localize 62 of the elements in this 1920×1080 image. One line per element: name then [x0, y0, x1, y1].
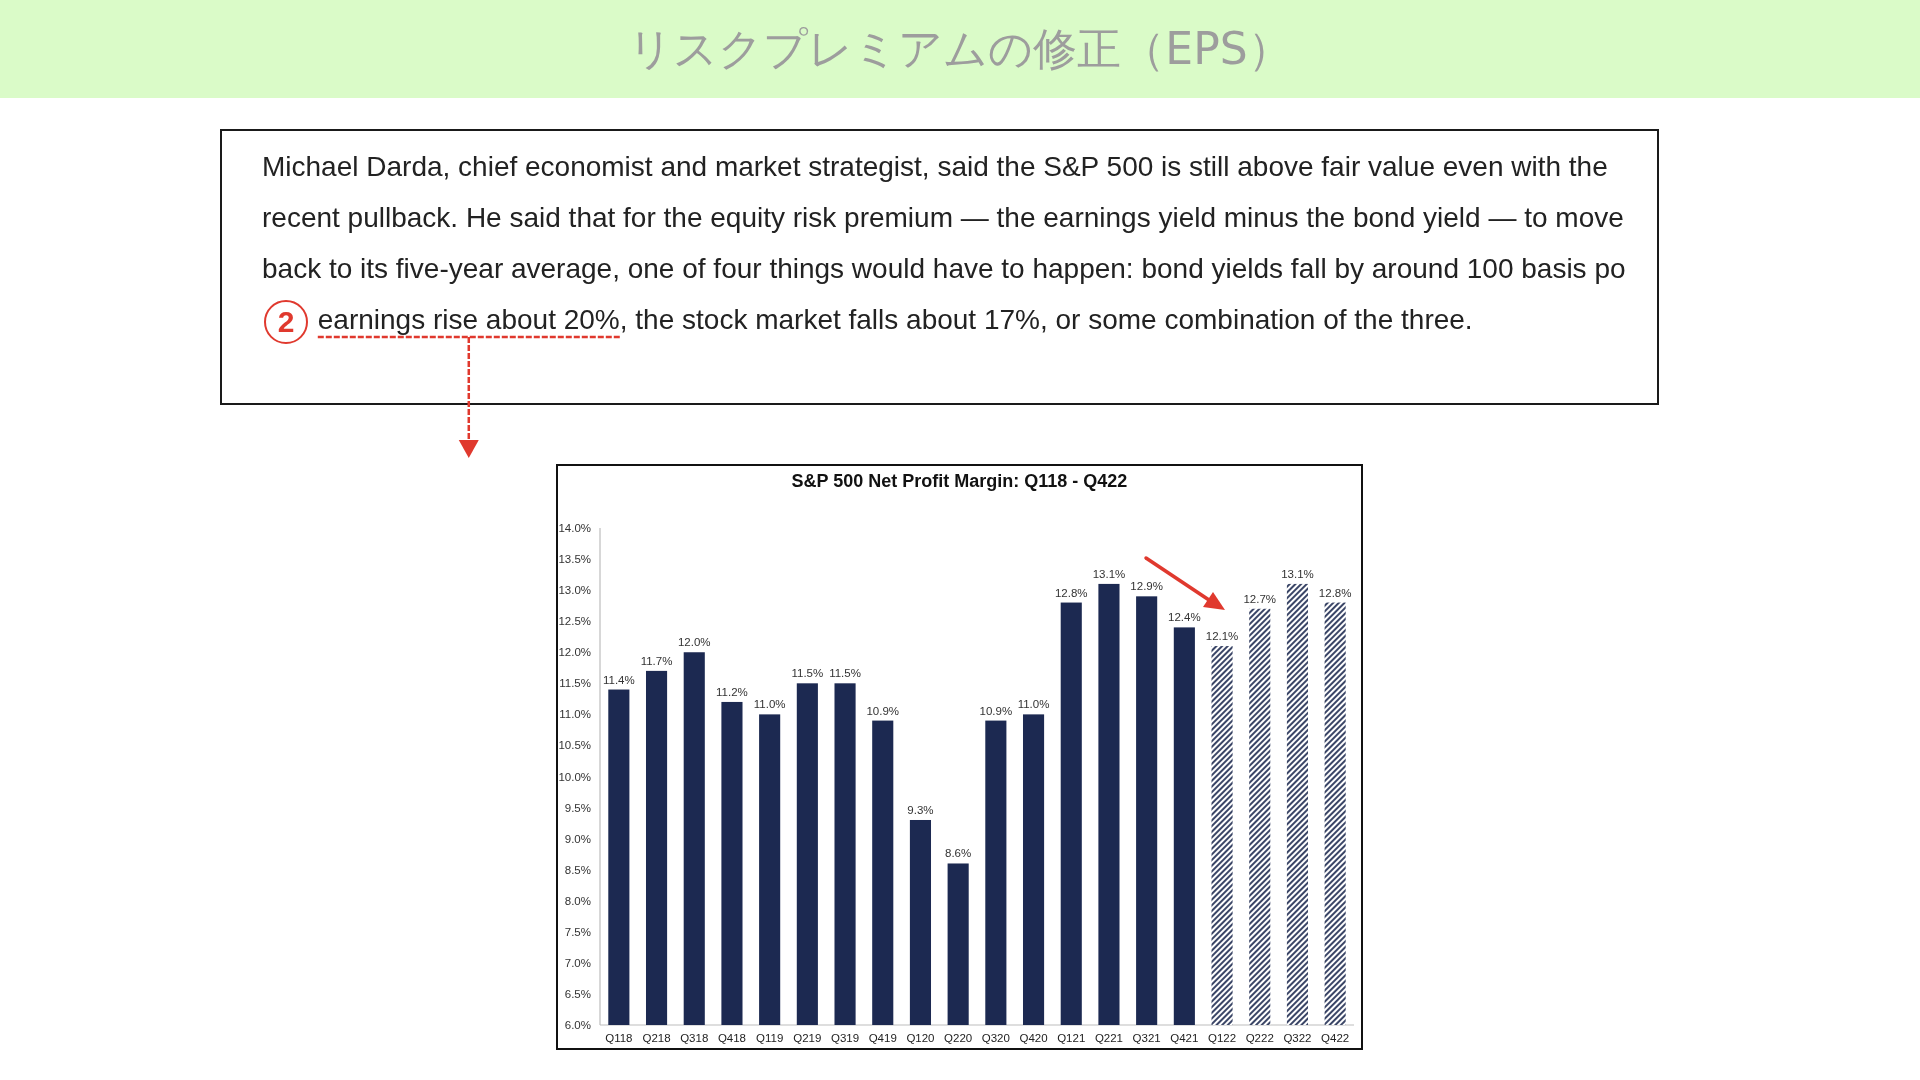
y-tick-label: 9.0% [564, 832, 591, 845]
y-tick-label: 13.0% [558, 584, 591, 597]
y-tick-label: 8.0% [564, 894, 591, 907]
x-tick-label: Q219 [793, 1032, 822, 1044]
data-label: 12.0% [677, 636, 711, 649]
y-tick-label: 11.5% [559, 677, 591, 690]
y-tick-label: 7.5% [564, 925, 591, 938]
data-label: 11.5% [791, 667, 824, 680]
data-label: 11.2% [716, 685, 748, 698]
x-tick-label: Q220 [944, 1032, 973, 1044]
y-tick-label: 8.5% [564, 863, 591, 876]
x-tick-label: Q420 [1019, 1032, 1048, 1044]
y-tick-label: 12.0% [558, 646, 591, 659]
data-label: 11.5% [829, 667, 861, 680]
data-label: 13.1% [1092, 567, 1126, 580]
x-tick-label: Q421 [1170, 1032, 1199, 1044]
data-label: 10.9% [866, 704, 900, 717]
x-tick-label: Q320 [981, 1032, 1010, 1044]
text: , the stock market falls about 17%, or some combination of the three. [619, 304, 1473, 335]
y-tick-label: 12.5% [558, 615, 591, 628]
x-tick-label: Q419 [868, 1032, 897, 1044]
x-tick-label: Q318 [680, 1032, 709, 1044]
y-tick-label: 14.0% [558, 522, 591, 534]
data-label: 12.7% [1243, 592, 1277, 605]
x-tick-label: Q221 [1094, 1032, 1124, 1044]
x-tick-label: Q422 [1321, 1032, 1350, 1044]
data-label: 12.9% [1130, 580, 1163, 593]
y-tick-label: 6.0% [564, 1019, 591, 1031]
data-label: 11.0% [1017, 698, 1050, 711]
x-tick-label: Q321 [1132, 1032, 1161, 1044]
x-tick-label: Q418 [717, 1032, 747, 1044]
y-tick-label: 10.5% [558, 739, 591, 752]
x-tick-label: Q322 [1283, 1032, 1312, 1044]
data-label: 12.4% [1168, 611, 1201, 624]
data-label: 9.3% [907, 803, 934, 816]
x-tick-label: Q119 [756, 1032, 784, 1044]
chart-title: リスクプレミアムの修正（EPS） [0, 0, 1920, 98]
text: earnings rise about 20% [317, 304, 620, 335]
data-label: 12.1% [1205, 630, 1239, 643]
data-label: 11.0% [753, 698, 786, 711]
data-label: 12.8% [1318, 586, 1352, 599]
y-tick-label: 6.5% [564, 987, 591, 1000]
data-label: 11.7% [640, 654, 673, 667]
y-tick-label: 10.0% [558, 770, 591, 783]
x-tick-label: Q319 [830, 1032, 860, 1044]
data-label: 11.4% [602, 673, 635, 686]
chart-subtitle: S&P 500 Net Profit Margin: Q118 - Q422 [791, 471, 1128, 491]
y-tick-label: 13.5% [558, 553, 591, 566]
data-label: 10.9% [979, 704, 1013, 717]
y-tick-label: 11.0% [559, 708, 591, 721]
y-tick-label: 7.0% [564, 956, 591, 969]
x-tick-label: Q122 [1207, 1032, 1237, 1044]
data-label: 8.6% [945, 847, 972, 860]
text: 2 [264, 299, 308, 344]
x-tick-label: Q120 [906, 1032, 935, 1044]
data-label: 12.8% [1054, 586, 1088, 599]
y-tick-label: 9.5% [564, 801, 591, 814]
x-tick-label: Q118 [605, 1032, 633, 1044]
x-tick-label: Q218 [642, 1032, 671, 1044]
x-tick-label: Q121 [1057, 1032, 1086, 1044]
data-label: 13.1% [1281, 567, 1314, 580]
x-tick-label: Q222 [1245, 1032, 1274, 1044]
